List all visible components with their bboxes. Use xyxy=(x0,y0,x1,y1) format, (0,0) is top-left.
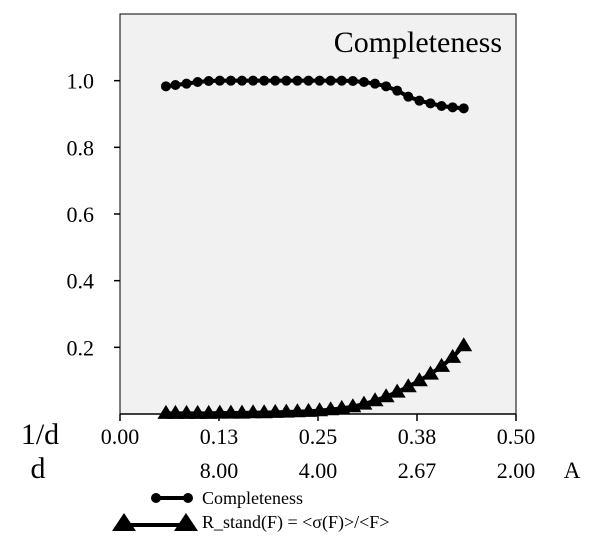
data-point xyxy=(233,404,251,419)
data-point xyxy=(433,357,451,372)
data-point xyxy=(399,378,417,393)
data-point xyxy=(447,102,458,113)
data-point xyxy=(225,75,236,86)
series-layer xyxy=(157,75,473,419)
x-axis: 0.00 0.13 0.25 0.38 0.50 xyxy=(101,414,536,449)
data-point xyxy=(214,75,225,86)
y-tick-label: 0.8 xyxy=(67,135,95,160)
x-axis-label: 1/d xyxy=(21,418,59,451)
series-2 xyxy=(157,337,473,419)
data-point xyxy=(170,80,181,90)
data-point xyxy=(248,75,259,86)
data-point xyxy=(200,404,218,419)
y-tick-label: 0.6 xyxy=(67,202,95,227)
data-point xyxy=(259,75,270,86)
legend-item: Completeness xyxy=(151,488,303,508)
data-point xyxy=(203,76,214,86)
x-tick-label: 0.50 xyxy=(497,424,536,449)
data-point xyxy=(421,365,439,380)
data-point xyxy=(288,403,306,418)
x-tick-label: 0.25 xyxy=(299,424,338,449)
x-tick-label: 0.13 xyxy=(200,424,239,449)
data-point xyxy=(178,404,196,419)
data-point xyxy=(160,81,171,92)
data-point xyxy=(277,403,295,418)
legend: Completeness R_stand(F) = <σ(F)>/<F> xyxy=(112,488,389,533)
data-point xyxy=(292,75,303,86)
data-point xyxy=(281,75,292,86)
d-axis-unit: A xyxy=(564,458,581,483)
d-axis: 8.00 4.00 2.67 2.00 xyxy=(200,458,536,483)
data-point xyxy=(192,77,203,87)
data-point xyxy=(366,392,384,407)
data-point xyxy=(347,76,358,86)
data-point xyxy=(211,404,229,419)
data-point xyxy=(358,77,369,87)
data-point xyxy=(189,404,207,419)
data-point xyxy=(222,404,240,419)
x-tick-label: 0.38 xyxy=(398,424,437,449)
data-point xyxy=(299,402,317,417)
data-point xyxy=(270,75,281,86)
legend-item: R_stand(F) = <σ(F)>/<F> xyxy=(112,512,389,533)
chart-title: Completeness xyxy=(334,26,502,59)
data-point xyxy=(303,75,314,86)
data-point xyxy=(236,75,247,86)
data-point xyxy=(410,372,428,387)
data-point xyxy=(414,95,425,106)
d-tick-label: 4.00 xyxy=(299,458,338,483)
data-point xyxy=(381,81,392,92)
data-point xyxy=(266,403,284,418)
legend-label: Completeness xyxy=(202,488,303,508)
data-point xyxy=(336,75,347,86)
data-point xyxy=(181,78,192,89)
d-tick-label: 8.00 xyxy=(200,458,239,483)
y-tick-label: 1.0 xyxy=(67,69,95,94)
d-tick-label: 2.67 xyxy=(398,458,437,483)
data-point xyxy=(255,404,273,419)
legend-marker xyxy=(151,493,161,503)
data-point xyxy=(403,91,414,102)
y-tick-label: 0.4 xyxy=(67,269,95,294)
x-tick-label: 0.00 xyxy=(101,424,140,449)
legend-marker xyxy=(174,513,198,531)
series-line xyxy=(165,78,464,111)
data-point xyxy=(244,404,262,419)
y-axis: 0.2 0.4 0.6 0.8 1.0 xyxy=(67,69,120,360)
series-1 xyxy=(160,75,469,114)
data-point xyxy=(458,103,469,114)
legend-label: R_stand(F) = <σ(F)>/<F> xyxy=(202,512,389,533)
data-point xyxy=(388,383,406,398)
data-point xyxy=(444,348,462,363)
data-point xyxy=(455,337,473,352)
data-point xyxy=(425,98,436,109)
d-tick-label: 2.00 xyxy=(497,458,536,483)
data-point xyxy=(370,78,381,89)
data-point xyxy=(392,85,403,96)
y-tick-label: 0.2 xyxy=(67,335,95,360)
data-point xyxy=(166,404,184,419)
data-point xyxy=(314,75,325,86)
legend-marker xyxy=(112,513,136,531)
data-point xyxy=(377,388,395,403)
d-axis-label: d xyxy=(31,452,46,485)
data-point xyxy=(436,101,447,111)
legend-marker xyxy=(183,493,193,503)
data-point xyxy=(325,75,336,86)
